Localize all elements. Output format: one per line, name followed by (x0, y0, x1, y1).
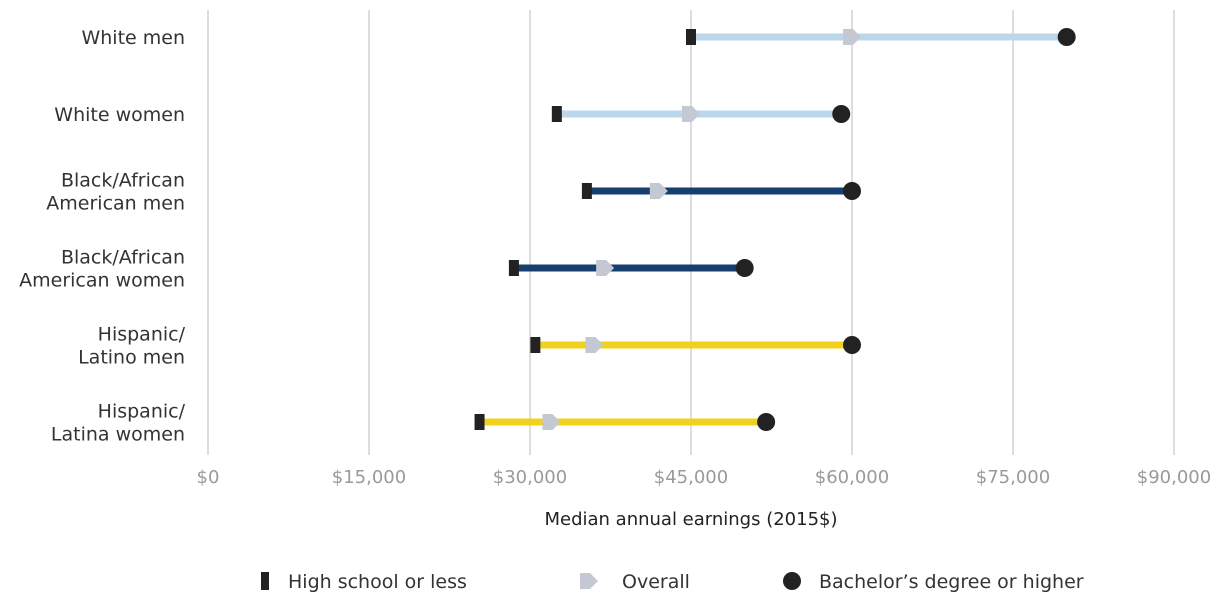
category-label: Hispanic/ (98, 324, 186, 346)
category-row: Hispanic/Latina women (51, 401, 776, 446)
category-row: Hispanic/Latino men (78, 324, 861, 369)
legend-overall-marker (580, 573, 598, 589)
legend: High school or less Overall Bachelor’s deg… (261, 571, 1084, 593)
x-tick-label: $75,000 (976, 467, 1050, 488)
x-tick-label: $15,000 (332, 467, 406, 488)
legend-high-school-marker (261, 572, 269, 590)
legend-label: High school or less (288, 571, 467, 593)
high-school-marker (474, 414, 485, 430)
legend-label: Overall (622, 571, 690, 593)
overall-marker (596, 260, 615, 276)
category-label: Hispanic/ (98, 401, 186, 423)
x-tick-label: $0 (197, 467, 220, 488)
x-tick-label: $45,000 (654, 467, 728, 488)
x-axis-title: Median annual earnings (2015$) (544, 509, 837, 530)
legend-label: Bachelor’s degree or higher (819, 571, 1084, 593)
high-school-marker (686, 29, 696, 45)
category-row: White women (54, 104, 851, 126)
overall-marker (843, 29, 861, 45)
legend-bachelors-marker (783, 572, 801, 590)
gridlines (207, 10, 1175, 455)
x-tick-label: $60,000 (815, 467, 889, 488)
overall-marker (682, 106, 700, 122)
high-school-marker (530, 337, 541, 353)
bachelors-marker (843, 336, 861, 354)
x-tick-label: $90,000 (1137, 467, 1211, 488)
category-label: Black/African (61, 170, 185, 192)
category-row: White men (81, 27, 1076, 49)
high-school-marker (581, 183, 592, 199)
bachelors-marker (832, 105, 851, 123)
bachelors-marker (735, 259, 754, 277)
overall-marker (649, 183, 668, 199)
category-label: Latina women (51, 424, 185, 446)
legend-item: Overall (580, 571, 690, 593)
high-school-marker (508, 260, 519, 276)
category-label: White women (54, 104, 185, 126)
category-label: Black/African (61, 247, 185, 269)
category-label: American men (46, 193, 185, 215)
overall-marker (542, 414, 561, 430)
legend-item: High school or less (261, 571, 467, 593)
legend-item: Bachelor’s degree or higher (783, 571, 1084, 593)
high-school-marker (551, 106, 562, 122)
category-label: Latino men (78, 347, 185, 369)
overall-marker (585, 337, 604, 353)
x-axis-ticks: $0 $15,000 $30,000 $45,000 $60,000 $75,000 $90… (197, 467, 1212, 488)
bachelors-marker (1057, 28, 1076, 46)
bachelors-marker (843, 182, 861, 200)
category-label: White men (81, 27, 185, 49)
category-label: American women (19, 270, 185, 292)
x-tick-label: $30,000 (493, 467, 567, 488)
bachelors-marker (757, 413, 776, 431)
